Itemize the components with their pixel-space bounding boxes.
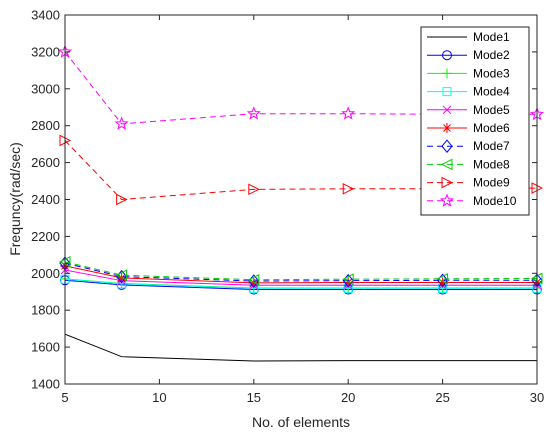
series-line [64,269,537,286]
y-tick-label: 3200 [31,44,60,59]
axes-layer: 5 10 15 20 25 30 1400 1600 1800 2000 2200 2400 2600 2… [31,8,544,406]
series-line [64,278,537,289]
y-tick-label: 1800 [31,303,60,318]
legend-label: Mode2 [473,48,510,62]
data-point [436,273,449,285]
legend-entry: Mode2 [427,48,510,62]
legend-entry: Mode3 [427,66,510,80]
data-point [442,50,452,61]
legend-entry: Mode4 [427,85,510,99]
data-point [440,158,453,171]
legend-label: Mode7 [473,139,510,153]
data-point [442,68,452,79]
legend-label: Mode4 [473,85,510,99]
data-point [246,106,261,120]
legend-box [420,26,530,216]
x-tick-label: 25 [435,390,449,405]
series-line [64,261,538,281]
data-point [442,87,452,97]
series-mode5 [60,265,542,290]
legend-entry: Mode6 [427,121,510,135]
y-tick-label: 2800 [31,118,60,133]
legend-label: Mode1 [473,30,510,44]
series-line [64,51,537,125]
data-point [343,277,354,288]
y-tick-label: 1400 [31,377,60,392]
legend-label: Mode3 [473,66,510,80]
x-axis-label: No. of elements [252,414,350,430]
x-tick-label: 10 [152,390,166,405]
x-tick-label: 20 [341,390,355,405]
series-line [64,140,538,201]
x-tick-label: 30 [530,390,544,405]
series-line [64,279,537,291]
data-point [441,139,453,153]
y-tick-label: 3000 [31,81,60,96]
series-mode1 [64,333,537,362]
data-point [341,106,356,120]
legend-entry: Mode10 [427,193,517,208]
data-point [442,105,452,115]
legend-entry: Mode1 [427,30,510,44]
y-tick-label: 2600 [31,155,60,170]
y-tick-label: 3400 [31,8,60,23]
legend: Mode1 Mode2 Mode3 Mode4 Mode5 Mode6 Mode7 Mode8… [420,26,530,216]
y-tick-label: 2400 [31,192,60,207]
data-point [247,273,260,286]
data-point [437,277,448,288]
data-point [441,176,454,189]
x-tick-label: 15 [247,390,261,405]
x-tick-label: 5 [61,390,68,405]
legend-entry: Mode5 [427,103,510,117]
data-point [442,123,452,133]
legend-entry: Mode8 [427,157,510,171]
y-tick-label: 1600 [31,340,60,355]
legend-entry: Mode7 [427,139,510,153]
y-tick-label: 2200 [31,229,60,244]
data-point [115,269,128,281]
y-tick-label: 2000 [31,266,60,281]
legend-label: Mode9 [473,176,510,190]
series-line [64,265,537,284]
legend-label: Mode8 [473,157,510,171]
series-line [64,262,537,282]
data-point [248,183,260,196]
data-point [116,193,128,206]
legend-entry: Mode9 [427,176,510,190]
legend-label: Mode10 [473,194,517,208]
data-point [248,277,259,288]
data-point [342,273,354,286]
legend-label: Mode6 [473,121,510,135]
y-axis-label: Frequncy(rad/sec) [7,142,23,256]
data-point [114,116,129,130]
data-point [439,193,455,207]
data-point [342,182,355,195]
series-line [64,333,537,362]
legend-label: Mode5 [473,103,510,117]
